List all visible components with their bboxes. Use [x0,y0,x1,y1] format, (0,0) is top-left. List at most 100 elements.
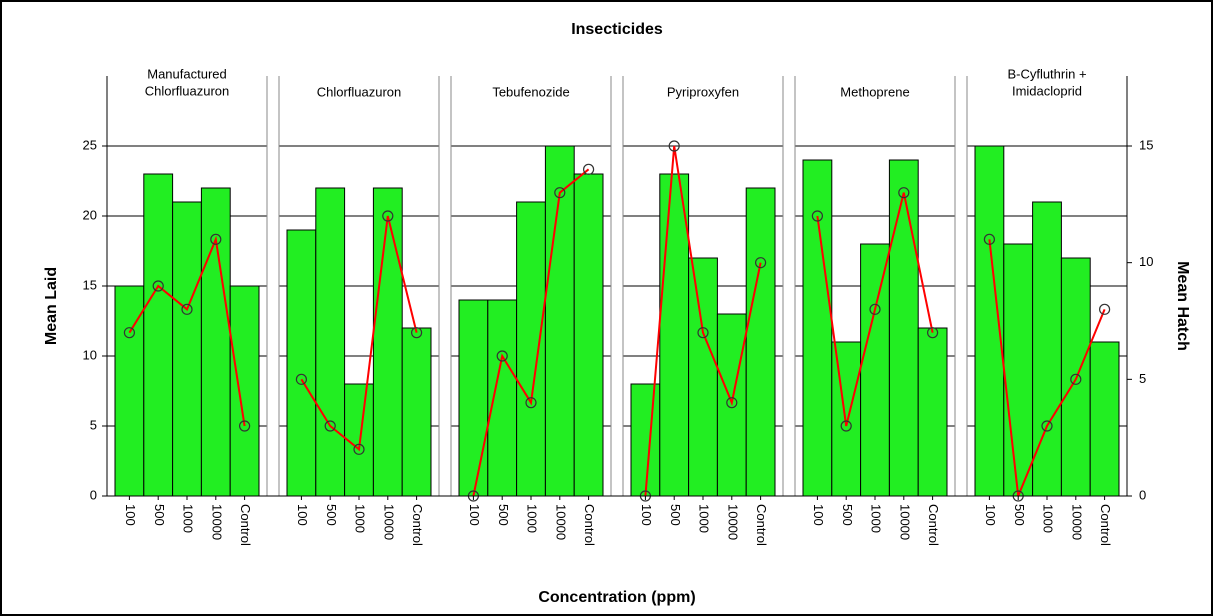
bar [630,383,661,497]
y-tick-label: 25 [83,137,97,152]
y2-tick-label: 0 [1139,487,1146,502]
bar [401,327,432,497]
facet-title: Chlorfluazuron [145,83,230,98]
bar [229,285,260,497]
x-tick-label: 100 [983,504,998,526]
point [1041,420,1053,432]
x-tick-label: Control [926,504,941,546]
x-tick-label: 10000 [553,504,568,540]
bar [143,173,174,497]
point [898,187,910,199]
bar [1003,243,1034,497]
facet-title: Manufactured [147,66,227,81]
bar [688,257,718,497]
bar [544,145,575,497]
x-tick-label: 100 [295,504,310,526]
point [496,350,508,362]
point [324,420,336,432]
line [816,192,934,427]
bar [487,299,518,497]
x-tick-label: 500 [496,504,511,526]
y2-axis-title: Mean Hatch [1174,261,1191,351]
point [554,187,566,199]
x-tick-label: 1000 [1041,504,1056,533]
line [644,145,762,497]
y-tick-label: 10 [83,347,97,362]
x-tick-label: 500 [1012,504,1027,526]
point [811,210,824,222]
line [988,239,1106,497]
point [582,163,595,175]
x-tick-label: Control [410,504,425,546]
x-tick-label: 100 [639,504,654,526]
facet-title: Imidacloprid [1012,83,1082,98]
chart-title: Insecticides [571,21,663,38]
facet-title: Tebufenozide [492,84,569,99]
point [1070,373,1082,385]
x-tick-label: 500 [152,504,167,526]
y-tick-label: 0 [90,487,97,502]
point [726,397,738,409]
bar [344,383,374,497]
facet-title: B-Cyfluthrin + [1007,66,1086,81]
line [128,235,246,427]
bar [917,327,948,497]
point [840,420,852,432]
bar [745,187,776,497]
x-tick-label: 1000 [869,504,884,533]
point [295,373,307,385]
point [210,233,222,245]
x-tick-label: Control [238,504,253,546]
bar [1089,341,1120,497]
y-tick-label: 15 [83,277,97,292]
bar [458,299,489,497]
x-tick-label: 1000 [353,504,368,533]
point [181,303,193,315]
y-axis-title: Mean Laid [43,267,60,345]
bar [888,159,919,497]
x-axis-title: Concentration (ppm) [538,589,695,606]
bar [516,201,546,497]
facet-title: Chlorfluazuron [317,84,402,99]
x-tick-label: 10000 [897,504,912,540]
point [353,443,365,455]
bar [172,201,202,497]
x-tick-label: 100 [467,504,482,526]
point [525,397,537,409]
y2-tick-label: 10 [1139,254,1153,269]
x-tick-label: 10000 [381,504,396,540]
x-tick-label: 500 [840,504,855,526]
point [1098,303,1111,315]
point [382,210,394,222]
x-tick-label: Control [754,504,769,546]
x-tick-label: Control [582,504,597,546]
point [239,420,251,432]
y2-tick-label: 5 [1139,371,1146,386]
facet-title: Methoprene [840,84,909,99]
bar [315,187,346,497]
point [697,327,709,339]
point [152,280,164,292]
bar [573,173,604,497]
bar [286,229,317,497]
point [123,327,135,339]
x-tick-label: 500 [668,504,683,526]
point [926,327,939,339]
y-tick-label: 5 [90,417,97,432]
x-tick-label: 10000 [725,504,740,540]
point [411,327,423,339]
y-tick-label: 20 [83,207,97,222]
bar [372,187,403,497]
line [472,168,590,497]
x-tick-label: 10000 [209,504,224,540]
point [869,303,881,315]
x-tick-label: 500 [324,504,339,526]
x-tick-label: 100 [123,504,138,526]
x-tick-label: Control [1098,504,1113,546]
bar [802,159,833,497]
facet-title: Pyriproxyfen [667,84,739,99]
x-tick-label: 100 [811,504,826,526]
y2-tick-label: 15 [1139,137,1153,152]
